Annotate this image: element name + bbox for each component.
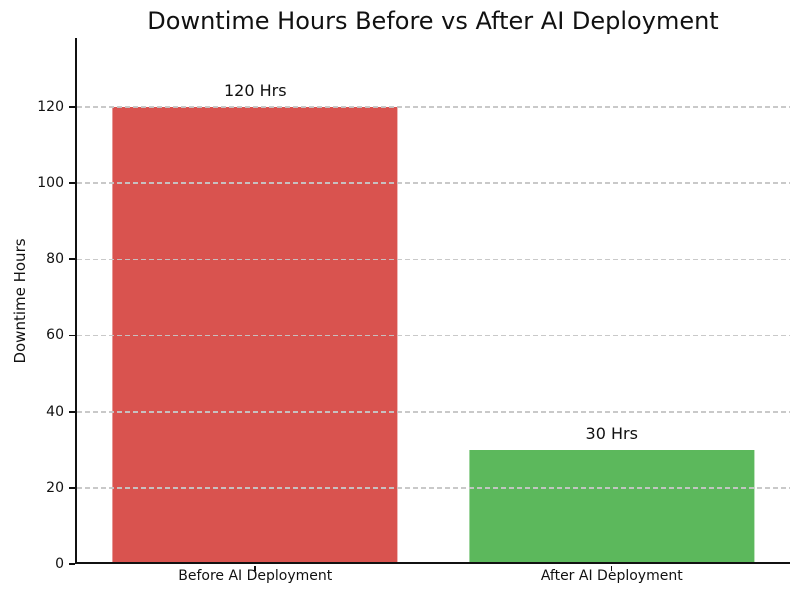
bar-value-label: 30 Hrs xyxy=(585,423,638,443)
y-axis-tick-labels: 0 20 40 60 80 100 120 xyxy=(0,38,64,572)
bar-after xyxy=(469,449,755,564)
y-tick-mark xyxy=(69,106,75,108)
x-tick-mark xyxy=(610,566,613,571)
y-axis-line xyxy=(75,38,77,564)
y-tick-mark xyxy=(69,563,75,565)
y-tick-label: 20 xyxy=(46,479,64,496)
y-tick-label: 60 xyxy=(46,327,64,344)
chart-title: Downtime Hours Before vs After AI Deploy… xyxy=(147,7,719,35)
y-tick-mark xyxy=(69,334,75,337)
x-axis-tick-labels: Before AI Deployment After AI Deployment xyxy=(77,568,790,592)
bars-layer: 120 Hrs 30 Hrs xyxy=(77,38,790,564)
x-tick-label: Before AI Deployment xyxy=(178,568,333,584)
y-tick-mark xyxy=(69,258,75,261)
y-tick-mark xyxy=(69,410,75,413)
y-tick-mark xyxy=(69,182,75,184)
bar-before xyxy=(112,106,398,564)
y-tick-label: 0 xyxy=(55,556,64,572)
y-tick-label: 100 xyxy=(37,174,64,191)
y-tick-label: 80 xyxy=(46,251,64,268)
y-tick-label: 120 xyxy=(37,98,64,115)
y-tick-label: 40 xyxy=(46,403,64,420)
x-axis-line xyxy=(75,562,790,564)
x-tick-mark xyxy=(254,566,256,571)
plot-area: 120 Hrs 30 Hrs xyxy=(69,38,790,571)
y-tick-mark xyxy=(69,487,75,489)
bar-slot: 120 Hrs xyxy=(77,38,434,564)
x-tick-label: After AI Deployment xyxy=(540,568,683,584)
bar-value-label: 120 Hrs xyxy=(223,80,287,100)
bar-slot: 30 Hrs xyxy=(434,38,791,564)
